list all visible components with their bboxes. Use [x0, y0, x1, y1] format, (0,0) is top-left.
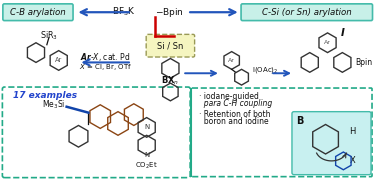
Text: N: N	[144, 152, 149, 158]
Text: Bpin: Bpin	[355, 58, 372, 67]
Text: 17 examples: 17 examples	[13, 91, 77, 100]
Text: $X$ = Cl, Br, OTf: $X$ = Cl, Br, OTf	[79, 62, 132, 72]
Text: BX$_n$: BX$_n$	[161, 75, 180, 87]
Text: · iodane-guided: · iodane-guided	[199, 92, 259, 101]
FancyBboxPatch shape	[3, 4, 73, 21]
Text: para C-H coupling: para C-H coupling	[199, 99, 272, 108]
Text: X: X	[349, 156, 355, 165]
Text: N: N	[144, 124, 149, 130]
Text: BF$_3$K: BF$_3$K	[112, 6, 136, 19]
Text: Ar: Ar	[55, 57, 62, 64]
Text: Si / Sn: Si / Sn	[157, 41, 184, 50]
Text: $\bfit{Ar}$-$X$, cat. Pd: $\bfit{Ar}$-$X$, cat. Pd	[80, 51, 130, 62]
Text: Ar: Ar	[324, 40, 331, 45]
Text: SiR$_3$: SiR$_3$	[40, 30, 58, 42]
Text: Me$_3$Si: Me$_3$Si	[42, 98, 66, 111]
Text: Ar: Ar	[228, 58, 235, 63]
Text: boron and iodine: boron and iodine	[199, 117, 269, 126]
FancyBboxPatch shape	[146, 34, 195, 57]
Text: I: I	[341, 28, 344, 38]
FancyBboxPatch shape	[292, 112, 371, 175]
Text: C-Si (or Sn) arylation: C-Si (or Sn) arylation	[262, 8, 352, 17]
Text: CO$_2$Et: CO$_2$Et	[135, 161, 158, 171]
Text: $-$Bpin: $-$Bpin	[155, 6, 183, 19]
Text: · Retention of both: · Retention of both	[199, 110, 271, 119]
Text: I(OAc)$_2$: I(OAc)$_2$	[253, 65, 279, 75]
Text: C-B arylation: C-B arylation	[10, 8, 66, 17]
Text: B: B	[296, 116, 304, 125]
FancyBboxPatch shape	[241, 4, 372, 21]
Text: H: H	[349, 127, 355, 136]
